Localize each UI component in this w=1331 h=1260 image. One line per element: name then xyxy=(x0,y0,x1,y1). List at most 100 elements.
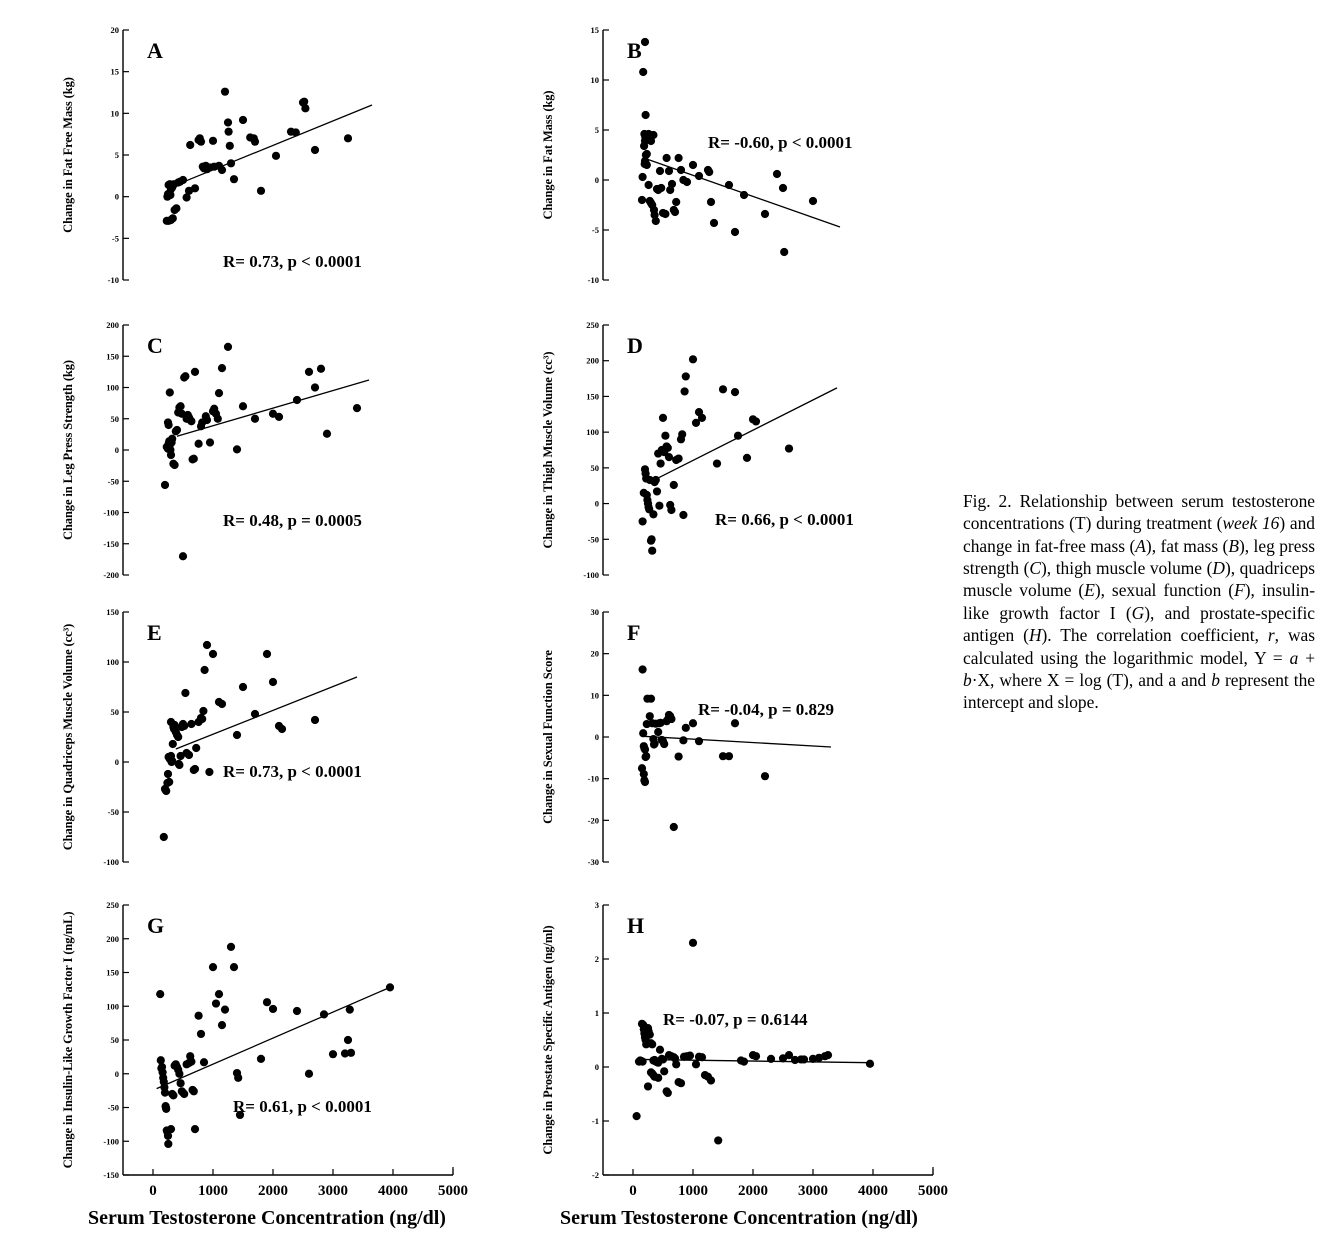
y-tick-label: -50 xyxy=(108,1103,119,1113)
y-tick-label: 0 xyxy=(115,1069,119,1079)
y-axis-title-C: Change in Leg Press Strength (kg) xyxy=(61,360,75,540)
data-point xyxy=(250,137,260,146)
data-point xyxy=(760,209,770,219)
scatter-points xyxy=(159,640,320,842)
data-point xyxy=(649,510,658,519)
data-point xyxy=(232,445,242,454)
y-tick-label: 100 xyxy=(586,427,599,437)
y-tick-label: 0 xyxy=(115,192,119,202)
y-tick-label: 15 xyxy=(591,25,600,35)
data-point xyxy=(724,752,734,761)
data-point xyxy=(226,159,236,168)
data-point xyxy=(680,387,689,396)
data-point xyxy=(705,167,714,177)
data-point xyxy=(823,1051,833,1060)
data-point xyxy=(238,115,248,125)
data-point xyxy=(651,216,660,226)
data-point xyxy=(175,1069,184,1078)
data-point xyxy=(229,963,239,972)
caption-segment: A xyxy=(1135,535,1146,556)
data-point xyxy=(187,1057,196,1066)
data-point xyxy=(691,418,701,427)
data-point xyxy=(649,130,658,140)
data-point xyxy=(168,214,177,223)
data-point xyxy=(211,999,221,1008)
data-point xyxy=(646,694,656,703)
panel-letter-D: D xyxy=(627,333,643,358)
data-point xyxy=(256,186,266,195)
data-point xyxy=(168,434,177,443)
x-axis-title-col1: Serum Testosterone Concentration (ng/dl) xyxy=(88,1207,446,1229)
data-point xyxy=(232,730,242,740)
data-point xyxy=(640,777,650,787)
caption-segment: ·X, where X = log (T), and a and xyxy=(971,669,1212,690)
data-point xyxy=(268,1004,278,1014)
data-point xyxy=(170,460,179,470)
data-point xyxy=(274,412,284,421)
y-tick-label: -50 xyxy=(108,476,119,486)
data-point xyxy=(657,183,666,193)
data-point xyxy=(808,196,818,206)
data-point xyxy=(238,682,248,692)
caption-segment: Fig. 2. Relationship between serum testo… xyxy=(963,491,1315,534)
data-point xyxy=(343,1035,353,1045)
y-tick-label: 100 xyxy=(106,1001,119,1011)
data-point xyxy=(691,1060,701,1069)
data-point xyxy=(685,1051,695,1060)
data-point xyxy=(672,1060,681,1069)
figure-caption: Fig. 2. Relationship between serum testo… xyxy=(963,490,1315,714)
data-point xyxy=(168,739,177,749)
y-axis-title-H: Change in Prostate Specific Antigen (ng/… xyxy=(541,925,555,1155)
data-point xyxy=(262,649,272,659)
data-point xyxy=(669,822,678,832)
data-point xyxy=(164,1139,173,1149)
data-point xyxy=(865,1059,875,1068)
data-point xyxy=(638,1057,647,1066)
data-point xyxy=(667,505,676,515)
data-point xyxy=(679,736,688,745)
x-tick-label: 2000 xyxy=(258,1183,288,1199)
y-tick-label: -150 xyxy=(103,1170,119,1180)
data-point xyxy=(199,706,208,716)
data-point xyxy=(778,1054,788,1063)
panel-letter-F: F xyxy=(627,620,641,645)
data-point xyxy=(670,207,680,217)
data-point xyxy=(291,128,300,137)
data-point xyxy=(694,737,704,746)
y-tick-label: 0 xyxy=(595,1062,599,1072)
data-point xyxy=(688,938,698,947)
stat-annotation-H: R= -0.07, p = 0.6144 xyxy=(663,1010,808,1029)
y-tick-label: 10 xyxy=(591,75,600,85)
caption-segment: D xyxy=(1212,558,1225,579)
y-tick-label: -100 xyxy=(103,857,119,867)
scatter-points xyxy=(162,87,353,225)
data-point xyxy=(208,963,218,972)
data-point xyxy=(346,1048,356,1057)
y-tick-label: 50 xyxy=(111,707,120,717)
data-point xyxy=(733,431,743,440)
y-axis-title-E: Change in Quadriceps Muscle Volume (cc³) xyxy=(61,623,75,851)
data-point xyxy=(225,141,234,150)
data-point xyxy=(780,247,789,257)
data-point xyxy=(217,1021,227,1030)
y-tick-label: 250 xyxy=(106,900,119,910)
x-tick-label: 2000 xyxy=(738,1183,768,1199)
y-tick-label: 5 xyxy=(115,150,119,160)
data-point xyxy=(660,1067,669,1076)
caption-segment: r xyxy=(1267,625,1275,646)
data-point xyxy=(205,438,215,447)
caption-segment: B xyxy=(1228,535,1239,556)
data-point xyxy=(784,444,794,453)
y-axis-title-B: Change in Fat Mass (kg) xyxy=(541,90,555,220)
data-point xyxy=(159,832,168,842)
y-tick-label: -10 xyxy=(588,275,599,285)
data-point xyxy=(663,443,672,452)
data-point xyxy=(180,721,189,731)
data-point xyxy=(642,160,651,170)
data-point xyxy=(664,166,674,176)
data-point xyxy=(196,1029,206,1039)
data-point xyxy=(649,740,659,749)
data-point xyxy=(730,388,740,397)
data-point xyxy=(340,1049,350,1058)
